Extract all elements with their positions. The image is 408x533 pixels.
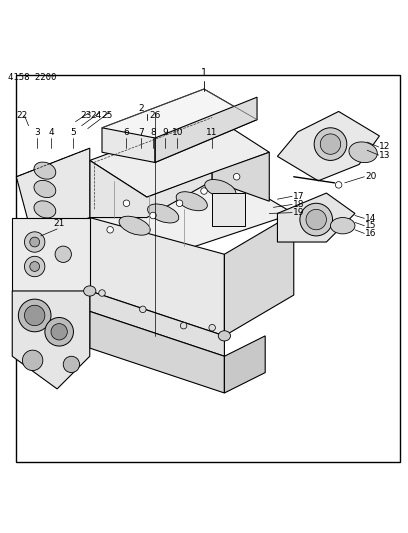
Circle shape	[30, 237, 40, 247]
Circle shape	[314, 128, 347, 160]
Text: 22: 22	[17, 111, 28, 119]
Polygon shape	[12, 291, 90, 389]
Text: 19: 19	[293, 208, 304, 217]
Text: 7: 7	[138, 128, 144, 137]
Text: 1: 1	[201, 68, 207, 78]
Text: 2: 2	[138, 104, 144, 112]
Circle shape	[22, 350, 43, 370]
Polygon shape	[277, 111, 379, 181]
Text: 8: 8	[150, 128, 156, 137]
Polygon shape	[212, 152, 269, 201]
Text: 6: 6	[124, 128, 129, 137]
Polygon shape	[90, 311, 224, 393]
Ellipse shape	[205, 180, 236, 198]
Polygon shape	[90, 217, 224, 336]
Text: 4: 4	[48, 128, 54, 137]
Polygon shape	[212, 193, 245, 225]
Ellipse shape	[34, 201, 56, 218]
Text: 10: 10	[172, 128, 183, 137]
Circle shape	[176, 200, 183, 206]
Circle shape	[30, 262, 40, 271]
Polygon shape	[90, 116, 269, 197]
Text: 26: 26	[149, 111, 161, 119]
Polygon shape	[16, 148, 90, 238]
Circle shape	[209, 325, 215, 331]
Polygon shape	[12, 217, 90, 291]
Circle shape	[233, 173, 240, 180]
Ellipse shape	[148, 204, 179, 223]
Ellipse shape	[119, 216, 150, 235]
Ellipse shape	[330, 217, 355, 234]
Text: 9: 9	[162, 128, 168, 137]
Text: 13: 13	[379, 151, 391, 159]
Polygon shape	[224, 336, 265, 393]
Ellipse shape	[349, 142, 377, 163]
Circle shape	[180, 322, 187, 329]
Text: 25: 25	[101, 111, 113, 119]
Polygon shape	[102, 128, 155, 163]
Circle shape	[140, 306, 146, 312]
Text: 5: 5	[71, 128, 76, 137]
Text: 21: 21	[53, 219, 65, 228]
Text: 4158 2200: 4158 2200	[8, 72, 57, 82]
Polygon shape	[90, 173, 294, 259]
Circle shape	[55, 246, 71, 262]
Text: 3: 3	[34, 128, 40, 137]
Circle shape	[150, 212, 156, 219]
Polygon shape	[224, 213, 294, 336]
Polygon shape	[90, 160, 212, 217]
Polygon shape	[90, 291, 224, 356]
Circle shape	[123, 200, 130, 206]
Text: 11: 11	[206, 128, 218, 137]
Circle shape	[24, 305, 45, 326]
Text: 23: 23	[80, 111, 91, 119]
Circle shape	[63, 356, 80, 373]
Polygon shape	[155, 97, 257, 163]
Polygon shape	[102, 89, 257, 163]
Circle shape	[306, 209, 326, 230]
Text: 24: 24	[90, 111, 102, 119]
Circle shape	[300, 203, 333, 236]
Circle shape	[24, 232, 45, 252]
Circle shape	[107, 227, 113, 233]
Ellipse shape	[176, 192, 207, 211]
Circle shape	[99, 290, 105, 296]
Circle shape	[51, 324, 67, 340]
Ellipse shape	[34, 162, 56, 179]
Text: 14: 14	[365, 214, 377, 223]
Circle shape	[45, 318, 73, 346]
Text: 15: 15	[365, 221, 377, 230]
Circle shape	[335, 182, 342, 188]
Ellipse shape	[218, 331, 231, 341]
Text: 17: 17	[293, 192, 304, 201]
Text: 18: 18	[293, 200, 304, 209]
Ellipse shape	[34, 180, 56, 198]
Text: 20: 20	[365, 172, 377, 181]
Circle shape	[201, 188, 207, 195]
Circle shape	[24, 256, 45, 277]
Circle shape	[320, 134, 341, 154]
Circle shape	[18, 299, 51, 332]
Ellipse shape	[84, 286, 96, 296]
Text: 16: 16	[365, 229, 377, 238]
Text: 12: 12	[379, 142, 391, 151]
Polygon shape	[277, 193, 355, 242]
